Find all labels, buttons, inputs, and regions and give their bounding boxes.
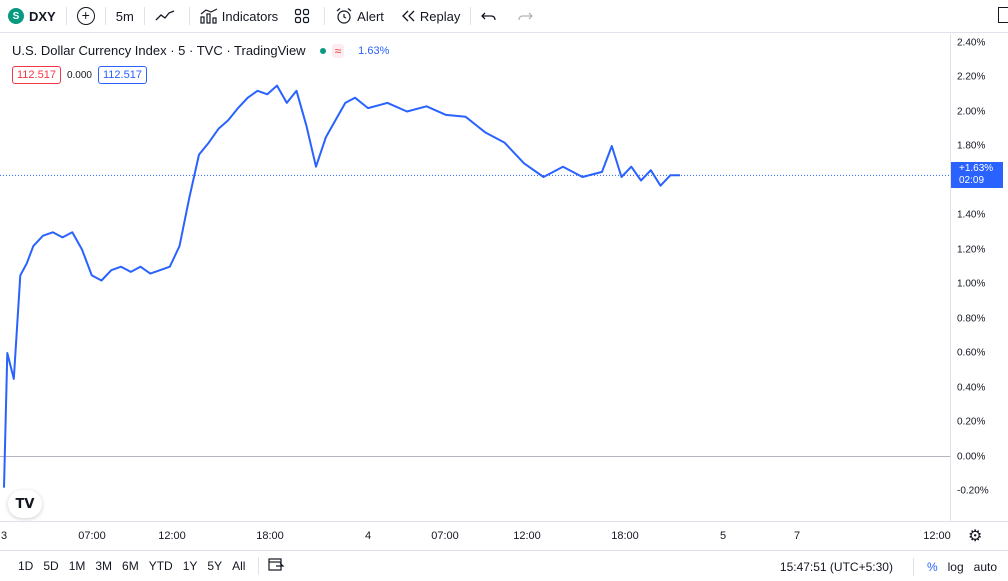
toolbar-divider xyxy=(470,7,472,25)
undo-button[interactable] xyxy=(473,0,509,33)
interval-label: 5m xyxy=(115,8,134,24)
percent-scale-toggle[interactable]: % xyxy=(926,559,938,574)
range-button-ytd[interactable]: YTD xyxy=(148,559,173,573)
time-tick-label: 12:00 xyxy=(158,530,186,542)
price-tick-label: -0.20% xyxy=(957,485,989,497)
indicators-label: Indicators xyxy=(221,8,279,24)
legend-change: 1.63% xyxy=(358,44,390,57)
bottom-right-group: 15:47:51 (UTC+5:30) % log auto xyxy=(780,551,1008,581)
range-button-5y[interactable]: 5Y xyxy=(207,559,223,573)
time-tick-label: 18:00 xyxy=(256,530,284,542)
time-tick-label: 18:00 xyxy=(611,530,639,542)
rewind-icon xyxy=(400,9,416,23)
time-tick-label: 5 xyxy=(719,530,727,542)
price-tick-label: 0.60% xyxy=(957,347,986,359)
price-tick-label: 1.40% xyxy=(957,209,986,221)
ask-box[interactable]: 112.517 xyxy=(97,66,147,84)
price-tick-label: 1.00% xyxy=(957,278,986,290)
time-tick-label: 3 xyxy=(0,530,8,542)
time-tick-label: 12:00 xyxy=(923,530,951,542)
price-tick-label: 2.20% xyxy=(957,71,986,83)
fullscreen-icon[interactable] xyxy=(998,7,1008,23)
toolbar-divider xyxy=(65,7,67,25)
delayed-data-icon[interactable]: ≈ xyxy=(331,43,345,58)
price-tick-label: 2.00% xyxy=(957,106,986,117)
auto-scale-toggle[interactable]: auto xyxy=(973,559,997,574)
last-value: +1.63% xyxy=(959,163,994,175)
chart-canvas xyxy=(0,84,950,488)
time-tick-label: 12:00 xyxy=(513,530,541,542)
undo-icon xyxy=(481,9,497,23)
price-tick-label: 1.80% xyxy=(957,140,986,152)
range-button-3m[interactable]: 3M xyxy=(95,559,113,573)
toolbar-divider xyxy=(188,7,190,25)
gear-icon[interactable]: ⚙ xyxy=(968,528,983,545)
line-chart-icon xyxy=(155,9,175,23)
chart-type-button[interactable] xyxy=(147,0,187,33)
range-button-1y[interactable]: 1Y xyxy=(182,559,198,573)
price-scale[interactable]: 2.40% 2.20% 2.00% 1.80% 1.40% 1.20% 1.00% 0.80%… xyxy=(950,34,1008,521)
bar-countdown: 02:09 xyxy=(959,175,985,187)
market-status-icon[interactable] xyxy=(319,47,326,54)
goto-date-icon[interactable] xyxy=(267,557,285,576)
symbol-search-button[interactable]: S DXY xyxy=(0,0,64,33)
bottom-divider xyxy=(912,557,914,576)
alert-button[interactable]: Alert xyxy=(327,0,392,33)
range-button-1m[interactable]: 1M xyxy=(68,559,86,573)
chart-pane[interactable] xyxy=(0,34,950,521)
price-tick-label: 0.20% xyxy=(957,416,986,428)
replay-button[interactable]: Replay xyxy=(392,0,468,33)
plus-circle-icon: + xyxy=(76,7,95,25)
interval-button[interactable]: 5m xyxy=(108,0,142,33)
redo-button[interactable] xyxy=(509,0,545,33)
price-tick-label: 0.80% xyxy=(957,313,986,324)
range-button-6m[interactable]: 6M xyxy=(122,559,139,573)
last-value-tag: +1.63% 02:09 xyxy=(951,162,1003,189)
price-tick-label: 0.40% xyxy=(957,382,986,393)
time-scale[interactable]: 3 07:00 12:00 18:00 4 07:00 12:00 18:00 5 7 12:00 … xyxy=(0,521,1008,549)
bottom-divider xyxy=(258,557,260,575)
toolbar-divider xyxy=(324,7,326,25)
range-button-all[interactable]: All xyxy=(232,559,246,573)
redo-icon xyxy=(517,9,534,23)
toolbar-divider xyxy=(104,7,106,25)
range-button-5d[interactable]: 5D xyxy=(43,559,59,573)
series-line xyxy=(3,84,680,488)
top-toolbar: S DXY + 5m Indicators Alert Replay xyxy=(0,0,1008,33)
quote-row: 112.517 0.000 112.517 xyxy=(12,66,147,84)
price-tick-label: 0.00% xyxy=(957,451,986,462)
toolbar-divider xyxy=(143,7,145,25)
replay-label: Replay xyxy=(419,8,461,24)
indicators-icon xyxy=(200,8,218,24)
price-tick-label: 2.40% xyxy=(957,37,986,48)
symbol-label: DXY xyxy=(29,8,56,24)
time-tick-label: 07:00 xyxy=(78,530,106,542)
chart-legend: U.S. Dollar Currency Index · 5 · TVC · T… xyxy=(12,43,389,58)
time-tick-label: 7 xyxy=(793,530,801,542)
indicators-button[interactable]: Indicators xyxy=(192,0,286,33)
grid-icon xyxy=(294,8,310,24)
spread-value: 0.000 xyxy=(66,69,92,81)
symbol-badge-icon: S xyxy=(8,8,24,24)
alert-label: Alert xyxy=(357,8,384,24)
price-tick-label: 1.20% xyxy=(957,244,986,255)
time-tick-label: 07:00 xyxy=(431,530,459,542)
clock-timezone[interactable]: 15:47:51 (UTC+5:30) xyxy=(779,559,893,574)
templates-button[interactable] xyxy=(286,0,322,33)
time-tick-label: 4 xyxy=(364,530,372,542)
log-scale-toggle[interactable]: log xyxy=(947,559,964,574)
legend-title: U.S. Dollar Currency Index · 5 · TVC · T… xyxy=(12,43,306,58)
compare-button[interactable]: + xyxy=(69,0,103,33)
bottom-toolbar: 1D 5D 1M 3M 6M YTD 1Y 5Y All 15:47:51 (UTC+5:30)… xyxy=(0,550,1008,581)
bid-box[interactable]: 112.517 xyxy=(12,66,61,84)
tradingview-logo[interactable]: TV xyxy=(8,490,42,518)
range-button-1d[interactable]: 1D xyxy=(18,559,34,573)
alarm-clock-icon xyxy=(335,7,353,25)
